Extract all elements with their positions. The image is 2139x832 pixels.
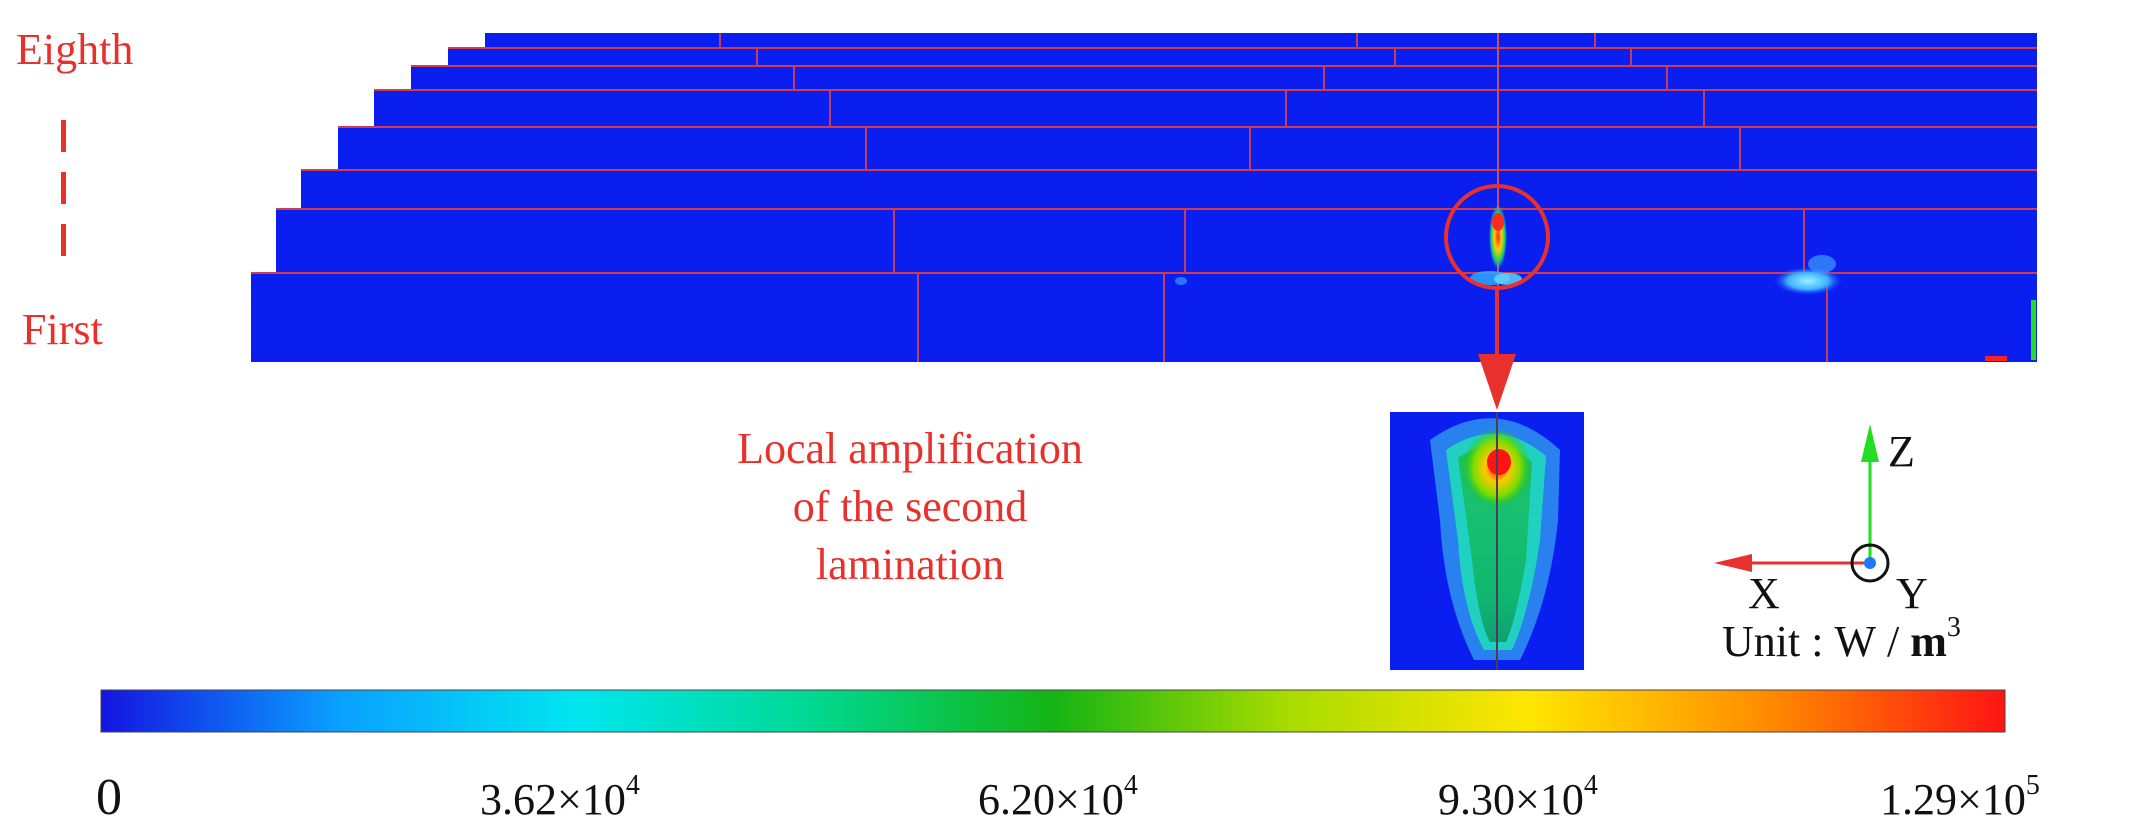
eighth-layer-label: Eighth	[16, 25, 134, 74]
z-axis-label: Z	[1888, 427, 1915, 476]
tick-3-exponent: 4	[1583, 770, 1598, 801]
colorbar-tick-0: 0	[96, 772, 122, 824]
amplification-line-3: lamination	[815, 540, 1005, 589]
amplification-caption: Local amplification of the second lamina…	[640, 420, 1180, 594]
colorbar-tick-4: 1.29×105	[1880, 772, 2040, 824]
tick-1-value: 3.62×10	[480, 775, 626, 824]
unit-exponent: 3	[1946, 612, 1961, 643]
lamination-stack	[251, 33, 2037, 362]
tick-0-value: 0	[96, 769, 122, 826]
unit-base: m	[1910, 617, 1947, 666]
tick-4-exponent: 5	[2025, 770, 2040, 801]
amplification-line-2: of the second	[792, 482, 1028, 531]
tick-3-value: 9.30×10	[1438, 775, 1584, 824]
amplification-line-1: Local amplification	[737, 424, 1083, 473]
tick-2-exponent: 4	[1123, 770, 1138, 801]
unit-label: Unit : W / m3	[1722, 614, 1961, 666]
coordinate-triad	[1714, 424, 1890, 583]
stack-outline	[251, 33, 2037, 362]
tick-2-value: 6.20×10	[978, 775, 1124, 824]
colorbar-tick-1: 3.62×104	[480, 772, 640, 824]
colorbar	[100, 689, 2006, 733]
colorbar-tick-2: 6.20×104	[978, 772, 1138, 824]
tick-1-exponent: 4	[625, 770, 640, 801]
layer-range-dash	[61, 120, 66, 256]
tick-4-value: 1.29×10	[1880, 775, 2026, 824]
loss-hotspots	[1175, 205, 2036, 361]
x-axis-label: X	[1748, 569, 1780, 618]
y-axis-label: Y	[1896, 569, 1928, 618]
first-layer-label: First	[22, 305, 103, 354]
amplification-inset	[1390, 412, 1584, 670]
unit-prefix: Unit : W /	[1722, 617, 1911, 666]
colorbar-tick-3: 9.30×104	[1438, 772, 1598, 824]
magnify-arrow	[1478, 288, 1516, 410]
layer-seams	[251, 47, 2037, 274]
